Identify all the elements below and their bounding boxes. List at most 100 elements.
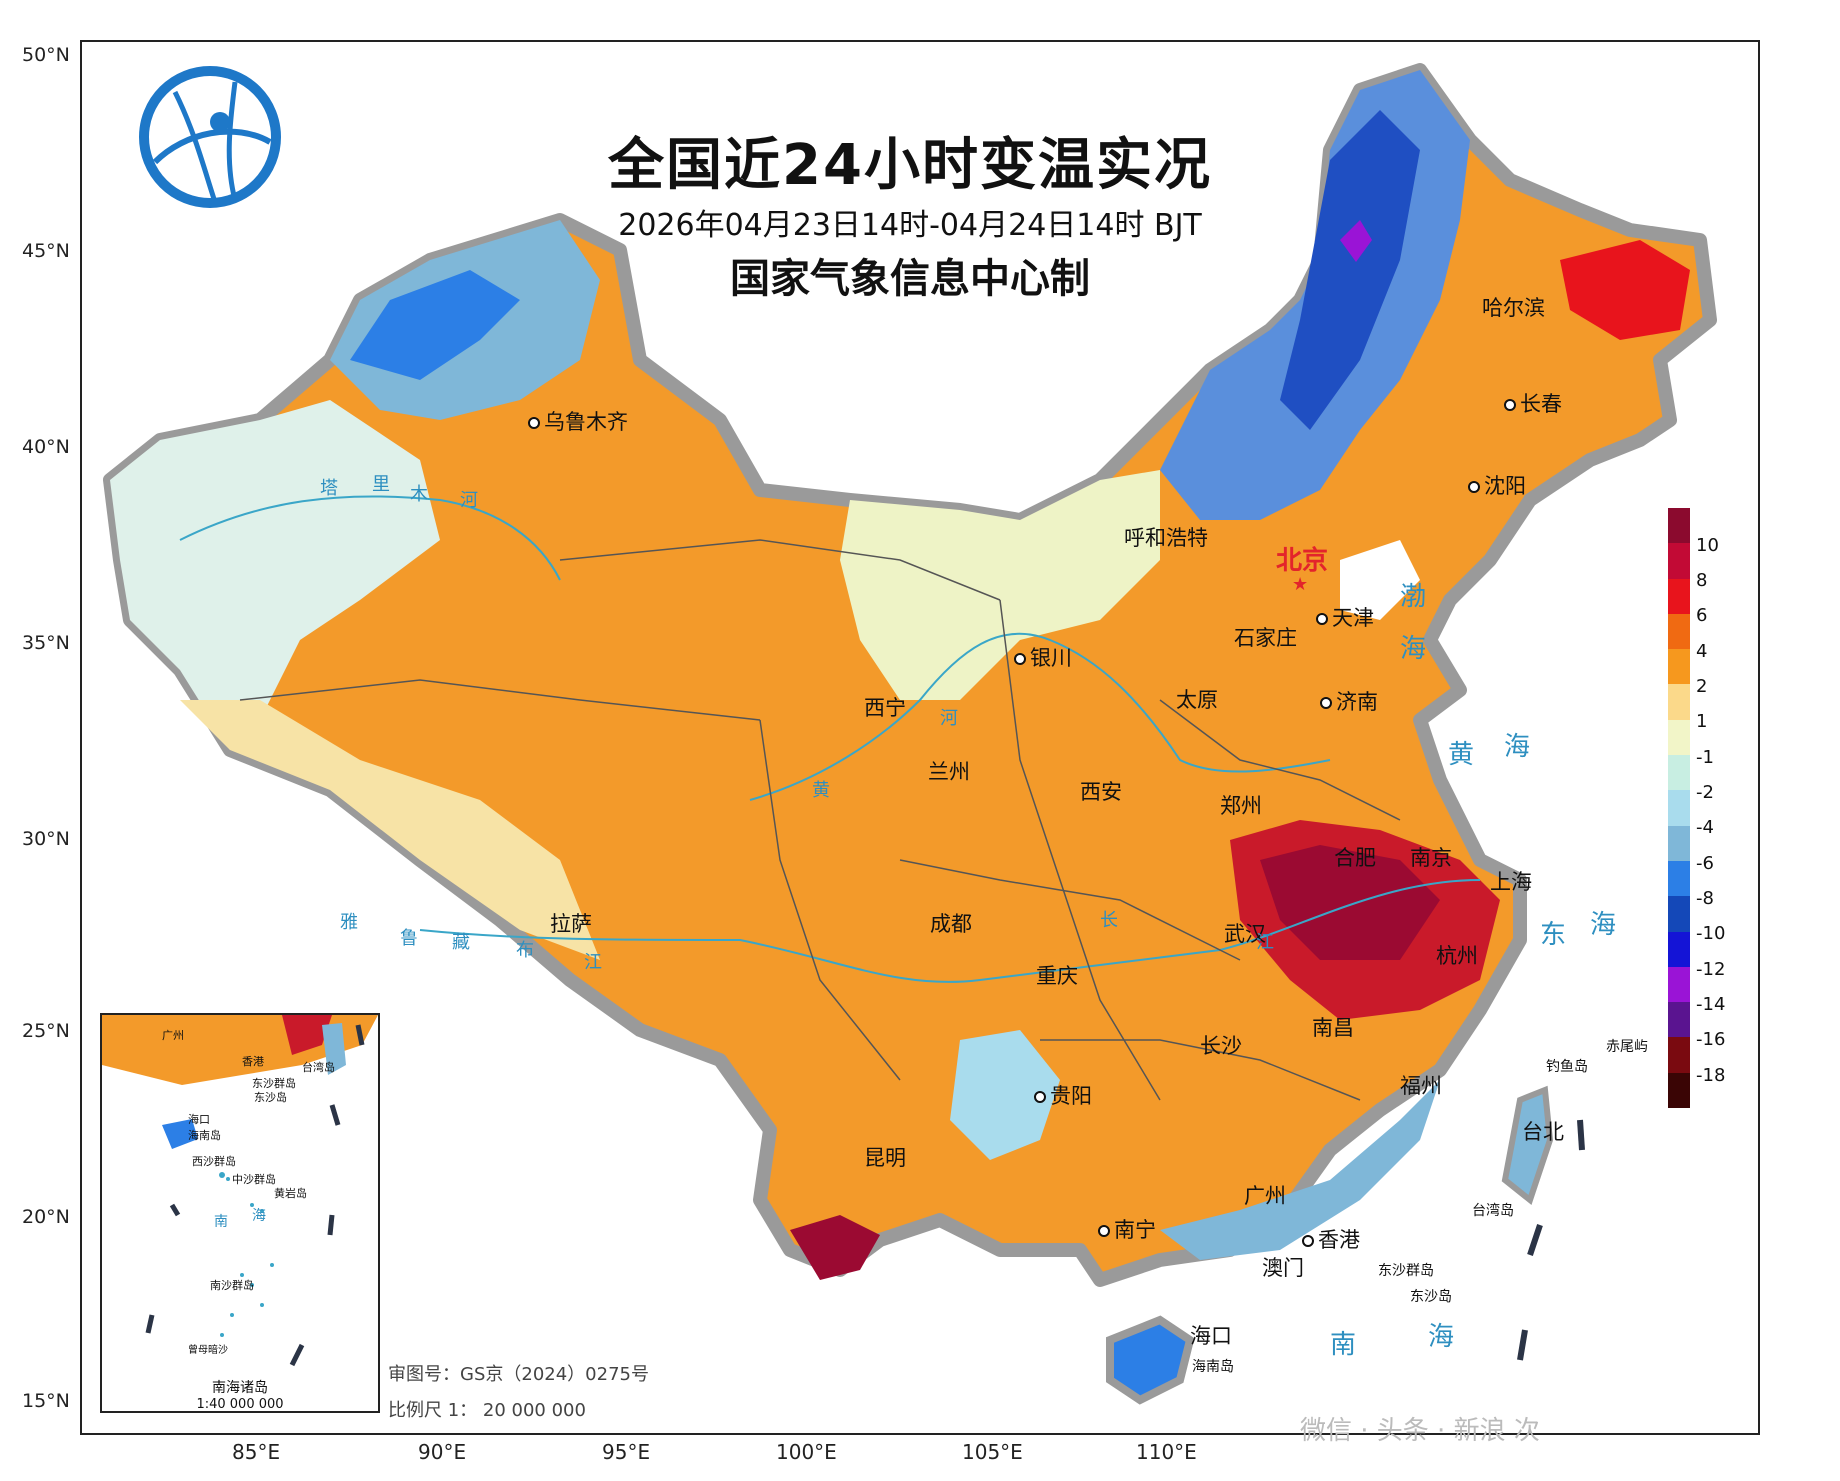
globe-logo-icon xyxy=(139,66,281,208)
river-label: 黄 xyxy=(812,780,832,801)
city-label: 合肥 xyxy=(1334,846,1376,870)
legend-tick: -16 xyxy=(1696,1029,1726,1050)
sea-label: 海 xyxy=(1590,910,1619,940)
yellow-river xyxy=(749,632,1331,801)
island-label: 东沙岛 xyxy=(1410,1289,1452,1305)
legend-tick: 8 xyxy=(1696,570,1708,591)
taiwan-island xyxy=(1501,1085,1554,1206)
city-label: 广州 xyxy=(1244,1184,1286,1208)
city-label: 长春 xyxy=(1504,388,1562,418)
city-label: 澳门 xyxy=(1262,1256,1304,1280)
city-label: 贵阳 xyxy=(1034,1080,1092,1110)
yangtze-river xyxy=(419,879,1481,983)
south-china-sea-inset: 广州 香港 台湾岛 东沙群岛 东沙岛 海口 海南岛 西沙群岛 中沙群岛 黄岩岛 … xyxy=(100,1013,380,1413)
island-label: 东沙群岛 xyxy=(1378,1263,1434,1279)
river-label: 雅 xyxy=(340,912,360,933)
city-label: 天津 xyxy=(1316,602,1374,632)
capital-star-icon: ★ xyxy=(1292,574,1309,595)
legend-color-segment xyxy=(1668,790,1690,826)
lat-label: 50°N xyxy=(22,44,70,66)
city-label: 台北 xyxy=(1522,1120,1564,1144)
province-boundaries xyxy=(239,539,1401,1101)
river-label: 塔 xyxy=(320,478,340,499)
hainan-island xyxy=(1106,1315,1195,1405)
sea-label: 南 xyxy=(1330,1330,1359,1360)
inset-label: 黄岩岛 xyxy=(274,1187,307,1200)
legend-color-segment xyxy=(1668,825,1690,861)
tarim-river xyxy=(179,495,561,581)
lat-label: 45°N xyxy=(22,240,70,262)
legend-tick: -14 xyxy=(1696,994,1726,1015)
sea-label: 海 xyxy=(1400,634,1429,664)
inset-label: 台湾岛 xyxy=(302,1061,335,1074)
legend-color-segment xyxy=(1668,719,1690,756)
city-label: 兰州 xyxy=(928,760,970,784)
river-label: 江 xyxy=(584,952,604,973)
review-number: 审图号：GS京（2024）0275号 xyxy=(388,1364,649,1385)
cold-core-northeast xyxy=(1280,110,1420,430)
city-label: 沈阳 xyxy=(1468,470,1526,500)
legend-color-segment xyxy=(1668,613,1690,650)
cold-core-northwest xyxy=(350,270,520,380)
legend-color-segment xyxy=(1668,755,1690,791)
lon-label: 85°E xyxy=(232,1440,281,1464)
inset-label: 南沙群岛 xyxy=(210,1279,254,1292)
nmic-logo xyxy=(135,62,285,216)
city-label: 海口 xyxy=(1190,1324,1232,1348)
island-label: 钓鱼岛 xyxy=(1546,1059,1588,1075)
bohai-sea xyxy=(1340,540,1420,620)
inset-sea-label: 南 xyxy=(214,1214,230,1230)
lat-label: 25°N xyxy=(22,1020,70,1042)
inset-label: 海南岛 xyxy=(188,1129,221,1142)
city-label: 香港 xyxy=(1302,1224,1360,1254)
island-label: 台湾岛 xyxy=(1472,1203,1514,1219)
inset-scale: 1:40 000 000 xyxy=(196,1397,284,1412)
city-label: 昆明 xyxy=(864,1146,906,1170)
legend-color-segment xyxy=(1668,578,1690,614)
map-scale: 比例尺 1： 20 000 000 xyxy=(388,1400,586,1421)
legend-tick: -2 xyxy=(1696,782,1714,803)
legend-tick: 10 xyxy=(1696,535,1719,556)
river-label: 江 xyxy=(1256,932,1276,953)
inset-label: 西沙群岛 xyxy=(192,1155,236,1168)
river-label: 河 xyxy=(940,708,960,729)
inset-map xyxy=(102,1015,378,1367)
river-label: 鲁 xyxy=(400,928,420,949)
river-label: 长 xyxy=(1100,910,1120,931)
inset-label: 中沙群岛 xyxy=(232,1173,276,1186)
inset-label: 东沙群岛 xyxy=(252,1077,296,1090)
legend-tick: -18 xyxy=(1696,1065,1726,1086)
legend-tick: -10 xyxy=(1696,923,1726,944)
legend-tick: -8 xyxy=(1696,888,1714,909)
legend-color-segment xyxy=(1668,1072,1690,1109)
lon-label: 100°E xyxy=(776,1440,837,1464)
inset-title: 南海诸岛 xyxy=(212,1380,268,1396)
inset-label: 广州 xyxy=(162,1029,184,1042)
city-label: 南京 xyxy=(1410,846,1452,870)
city-label: 拉萨 xyxy=(550,912,592,936)
legend-tick: 1 xyxy=(1696,711,1708,732)
watermark: 微信 · 头条 · 新浪 次 xyxy=(1300,1416,1540,1446)
legend-color-segment xyxy=(1668,684,1690,720)
city-label: 银川 xyxy=(1014,642,1072,672)
lat-label: 15°N xyxy=(22,1390,70,1412)
lat-label: 20°N xyxy=(22,1206,70,1228)
pale-zone-north xyxy=(840,470,1160,700)
city-label: 乌鲁木齐 xyxy=(528,406,628,436)
city-label: 上海 xyxy=(1490,870,1532,894)
city-label: 南昌 xyxy=(1312,1016,1354,1040)
city-label: 南宁 xyxy=(1098,1214,1156,1244)
city-label: 福州 xyxy=(1400,1074,1442,1098)
city-label: 武汉 xyxy=(1224,922,1266,946)
inset-label: 香港 xyxy=(242,1055,264,1068)
city-label: 重庆 xyxy=(1036,964,1078,988)
sea-label: 海 xyxy=(1504,732,1533,762)
sea-label: 黄 xyxy=(1448,740,1477,770)
city-label: 呼和浩特 xyxy=(1124,526,1208,550)
island-label: 海南岛 xyxy=(1192,1359,1234,1375)
legend-tick: 6 xyxy=(1696,605,1708,626)
island-label: 赤尾屿 xyxy=(1606,1039,1648,1055)
legend-tick: -1 xyxy=(1696,747,1714,768)
hot-zone-heilongjiang xyxy=(1560,240,1690,340)
legend-color-segment xyxy=(1668,931,1690,967)
